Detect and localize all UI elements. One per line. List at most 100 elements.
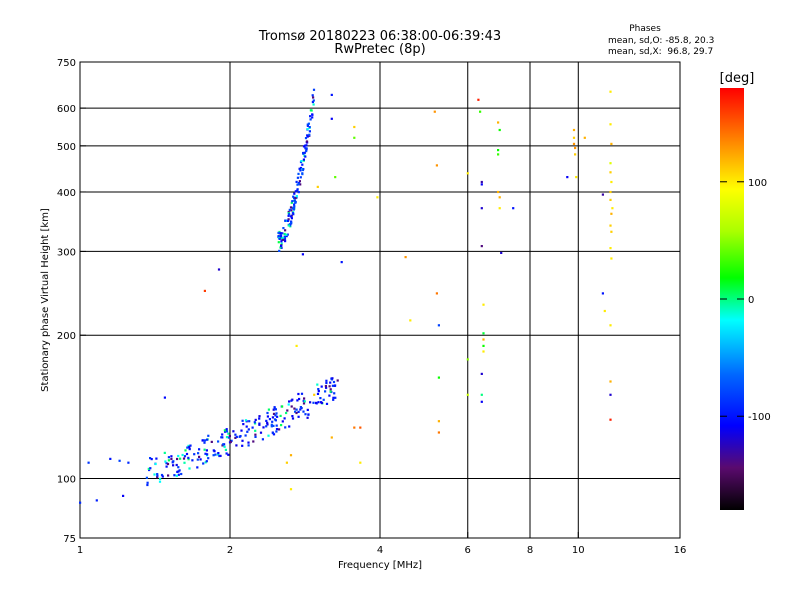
colorbar-tick-label: -100 xyxy=(748,412,771,423)
data-point xyxy=(435,292,438,295)
y-tick-label: 100 xyxy=(57,475,76,486)
data-point xyxy=(482,332,485,335)
data-point xyxy=(291,398,294,401)
data-point xyxy=(329,381,332,384)
data-point xyxy=(305,150,308,153)
data-point xyxy=(223,429,226,432)
data-point xyxy=(109,457,112,460)
data-point xyxy=(227,432,230,435)
data-point xyxy=(333,384,336,387)
data-point xyxy=(160,473,164,477)
data-point xyxy=(247,441,250,444)
data-point xyxy=(480,393,483,396)
data-point xyxy=(497,153,500,156)
data-point xyxy=(183,455,187,458)
data-point xyxy=(199,458,202,461)
data-point xyxy=(145,476,148,479)
data-point xyxy=(278,249,281,252)
data-point xyxy=(280,240,283,243)
data-point xyxy=(283,417,286,420)
data-point xyxy=(214,453,217,456)
data-point xyxy=(154,462,157,466)
data-point xyxy=(149,467,152,470)
data-point xyxy=(316,185,319,188)
data-point xyxy=(282,237,285,240)
data-point xyxy=(609,198,612,201)
data-point xyxy=(266,411,269,415)
data-point xyxy=(235,444,238,447)
data-point xyxy=(271,420,274,423)
data-point xyxy=(183,461,186,464)
data-point xyxy=(404,256,407,259)
data-point xyxy=(176,470,179,473)
data-point xyxy=(308,133,311,136)
data-point xyxy=(574,153,577,156)
data-point xyxy=(164,460,167,463)
data-point xyxy=(275,412,278,415)
data-point xyxy=(181,453,184,457)
data-point xyxy=(287,219,290,222)
data-point xyxy=(203,439,207,442)
data-point xyxy=(299,408,302,411)
data-point xyxy=(498,196,501,199)
data-point xyxy=(336,379,339,382)
data-point xyxy=(293,205,296,208)
data-point xyxy=(328,385,331,388)
data-point xyxy=(224,448,227,451)
data-point xyxy=(295,195,298,198)
data-point xyxy=(287,218,290,221)
data-point xyxy=(177,454,180,458)
data-point xyxy=(204,452,207,455)
data-point xyxy=(225,452,228,455)
data-point xyxy=(466,393,469,396)
data-point xyxy=(274,414,277,417)
data-point xyxy=(201,439,204,442)
data-point xyxy=(325,379,328,382)
data-point xyxy=(293,407,296,410)
phase-stats-title: Phases xyxy=(629,24,661,34)
data-point xyxy=(359,426,362,429)
data-point xyxy=(280,235,283,238)
data-point xyxy=(331,384,334,387)
data-point xyxy=(198,448,201,451)
data-point xyxy=(290,201,293,204)
data-point xyxy=(306,408,309,411)
x-tick-label: 2 xyxy=(227,545,233,556)
data-point xyxy=(306,124,309,127)
data-point xyxy=(329,388,332,391)
data-point xyxy=(609,247,612,250)
data-point xyxy=(244,419,248,422)
data-point xyxy=(244,434,247,437)
data-point xyxy=(609,380,612,383)
data-point xyxy=(270,425,273,428)
data-point xyxy=(480,183,483,186)
colorbar-label: [deg] xyxy=(720,71,755,86)
x-tick-label: 6 xyxy=(465,545,471,556)
data-point xyxy=(252,440,255,443)
data-point xyxy=(146,481,149,484)
data-point xyxy=(122,494,125,497)
data-point xyxy=(331,377,334,380)
data-point xyxy=(498,128,501,132)
x-tick-label: 8 xyxy=(527,545,533,556)
x-axis-label: Frequency [MHz] xyxy=(338,560,422,571)
data-point xyxy=(311,116,314,119)
data-point xyxy=(340,261,343,264)
data-point xyxy=(292,213,295,216)
colorbar-ticks: 100 0 -100 xyxy=(720,178,771,423)
chart-subtitle: RwPretec (8p) xyxy=(334,42,425,57)
data-point xyxy=(308,126,311,129)
data-point xyxy=(333,392,336,395)
data-point xyxy=(296,176,299,179)
data-point xyxy=(303,151,306,154)
data-point xyxy=(311,100,314,104)
data-point xyxy=(170,455,173,458)
data-point xyxy=(280,242,283,245)
data-point xyxy=(95,499,98,502)
data-point xyxy=(294,196,297,200)
data-point xyxy=(306,123,309,126)
data-point xyxy=(187,444,190,447)
data-point xyxy=(153,473,156,476)
data-point xyxy=(281,232,284,235)
data-point xyxy=(288,208,291,211)
